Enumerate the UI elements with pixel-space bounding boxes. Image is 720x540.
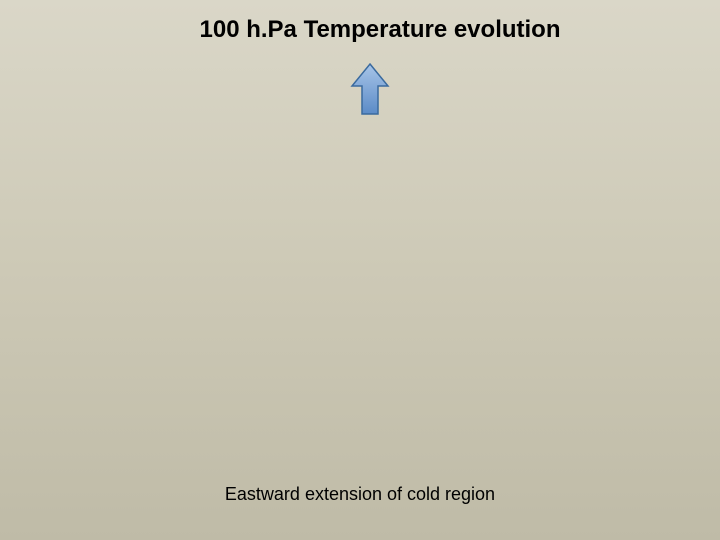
page-title: 100 h.Pa Temperature evolution (0, 16, 720, 44)
subtitle-text: Eastward extension of cold region (0, 484, 720, 505)
arrow-path (352, 64, 388, 114)
up-arrow-icon (350, 62, 390, 118)
